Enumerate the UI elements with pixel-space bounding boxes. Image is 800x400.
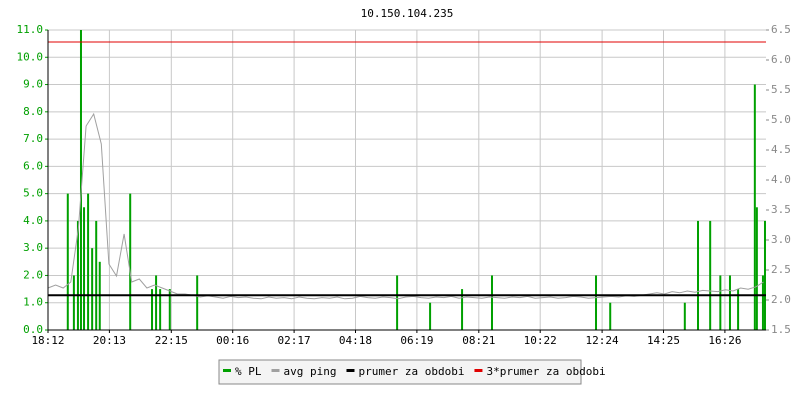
loss-bar	[761, 275, 764, 330]
legend-label: % PL	[235, 365, 262, 378]
loss-bar	[609, 302, 612, 330]
y2-tick-label: 6.5	[771, 23, 791, 36]
loss-bar	[129, 193, 132, 330]
y2-tick-label: 1.5	[771, 323, 791, 336]
loss-bar	[196, 275, 199, 330]
y-tick-label: 4.0	[23, 214, 43, 227]
loss-bar	[595, 275, 598, 330]
y-tick-label: 1.0	[23, 296, 43, 309]
legend-label: 3*prumer za obdobi	[486, 365, 605, 378]
loss-bar	[159, 289, 162, 330]
x-tick-label: 02:17	[278, 334, 311, 347]
y-tick-label: 2.0	[23, 268, 43, 281]
loss-bar	[763, 220, 766, 330]
y-tick-label: 11.0	[17, 23, 44, 36]
loss-bar	[79, 30, 82, 330]
x-tick-label: 16:26	[708, 334, 741, 347]
x-tick-label: 06:19	[400, 334, 433, 347]
legend-label: prumer za obdobi	[358, 365, 464, 378]
y-tick-label: 10.0	[17, 50, 44, 63]
loss-bar	[396, 275, 399, 330]
y-tick-label: 6.0	[23, 159, 43, 172]
x-tick-label: 22:15	[155, 334, 188, 347]
y2-tick-label: 3.5	[771, 203, 791, 216]
y-tick-label: 0.0	[23, 323, 43, 336]
legend-swatch	[271, 369, 280, 372]
loss-bar	[76, 220, 79, 330]
legend-swatch	[474, 369, 483, 372]
loss-bar	[709, 220, 712, 330]
y2-tick-label: 4.5	[771, 143, 791, 156]
x-tick-label: 10:22	[524, 334, 557, 347]
y2-tick-label: 5.0	[771, 113, 791, 126]
y2-tick-label: 3.0	[771, 233, 791, 246]
loss-bar	[155, 275, 158, 330]
loss-bar	[683, 302, 686, 330]
x-tick-label: 14:25	[647, 334, 680, 347]
x-tick-label: 18:12	[31, 334, 64, 347]
loss-bar	[83, 207, 86, 330]
y-tick-label: 8.0	[23, 105, 43, 118]
y2-tick-label: 4.0	[771, 173, 791, 186]
loss-bar	[737, 289, 740, 330]
loss-bar	[719, 275, 722, 330]
y-tick-label: 9.0	[23, 78, 43, 91]
loss-bar	[72, 275, 75, 330]
legend-swatch	[223, 369, 231, 372]
x-tick-label: 12:24	[586, 334, 619, 347]
loss-bar	[490, 275, 493, 330]
x-tick-label: 08:21	[462, 334, 495, 347]
x-tick-label: 00:16	[216, 334, 249, 347]
loss-bar	[95, 220, 98, 330]
loss-bar	[461, 289, 464, 330]
loss-bar	[429, 302, 432, 330]
chart-title: 10.150.104.235	[361, 7, 454, 20]
y2-tick-label: 5.5	[771, 83, 791, 96]
x-tick-label: 04:18	[339, 334, 372, 347]
loss-bar	[151, 289, 154, 330]
loss-bar	[66, 193, 69, 330]
y-tick-label: 3.0	[23, 241, 43, 254]
y2-tick-label: 6.0	[771, 53, 791, 66]
loss-bar	[168, 289, 171, 330]
y2-tick-label: 2.5	[771, 263, 791, 276]
loss-bar	[753, 84, 756, 330]
loss-bar	[728, 275, 731, 330]
y2-tick-label: 2.0	[771, 293, 791, 306]
loss-bar	[91, 248, 94, 330]
loss-bar	[697, 220, 700, 330]
legend-swatch	[346, 369, 355, 372]
loss-bar	[87, 193, 90, 330]
y-tick-label: 5.0	[23, 187, 43, 200]
y-tick-label: 7.0	[23, 132, 43, 145]
x-tick-label: 20:13	[93, 334, 126, 347]
loss-bar	[755, 207, 758, 330]
legend-label: avg ping	[284, 365, 337, 378]
